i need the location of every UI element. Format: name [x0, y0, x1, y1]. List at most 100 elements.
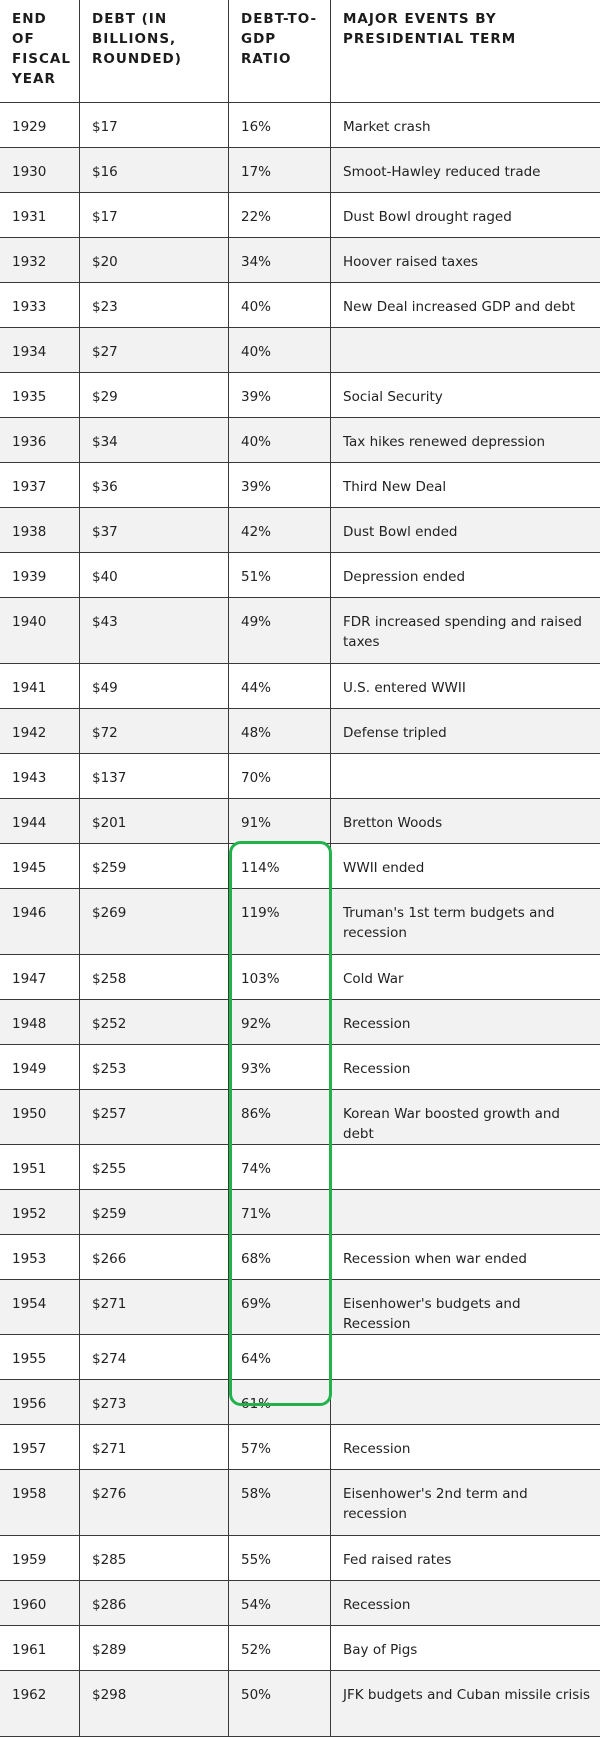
- cell-debt: $137: [80, 754, 229, 799]
- cell-debt: $37: [80, 508, 229, 553]
- header-ratio: DEBT-TO-GDP RATIO: [229, 0, 331, 103]
- cell-ratio: 68%: [229, 1235, 331, 1280]
- cell-event: Korean War boosted growth and debt: [331, 1090, 600, 1145]
- cell-ratio: 16%: [229, 103, 331, 148]
- cell-event: Social Security: [331, 373, 600, 418]
- cell-debt: $266: [80, 1235, 229, 1280]
- cell-ratio: 64%: [229, 1335, 331, 1380]
- cell-debt: $298: [80, 1671, 229, 1737]
- cell-year: 1935: [0, 373, 80, 418]
- cell-ratio: 22%: [229, 193, 331, 238]
- cell-year: 1957: [0, 1425, 80, 1470]
- cell-year: 1954: [0, 1280, 80, 1335]
- cell-event: Third New Deal: [331, 463, 600, 508]
- cell-year: 1944: [0, 799, 80, 844]
- cell-ratio: 48%: [229, 709, 331, 754]
- cell-ratio: 52%: [229, 1626, 331, 1671]
- cell-debt: $269: [80, 889, 229, 955]
- cell-event: Bay of Pigs: [331, 1626, 600, 1671]
- cell-debt: $255: [80, 1145, 229, 1190]
- cell-debt: $40: [80, 553, 229, 598]
- cell-event: Tax hikes renewed depression: [331, 418, 600, 463]
- cell-debt: $257: [80, 1090, 229, 1145]
- cell-year: 1940: [0, 598, 80, 664]
- header-row: END OF FISCAL YEAR DEBT (IN BILLIONS, RO…: [0, 0, 600, 103]
- cell-event: Eisenhower's 2nd term and recession: [331, 1470, 600, 1536]
- cell-ratio: 44%: [229, 664, 331, 709]
- cell-debt: $49: [80, 664, 229, 709]
- cell-event: Recession: [331, 1000, 600, 1045]
- cell-event: Bretton Woods: [331, 799, 600, 844]
- cell-ratio: 40%: [229, 328, 331, 373]
- cell-year: 1946: [0, 889, 80, 955]
- cell-event: U.S. entered WWII: [331, 664, 600, 709]
- cell-year: 1952: [0, 1190, 80, 1235]
- cell-year: 1937: [0, 463, 80, 508]
- cell-year: 1942: [0, 709, 80, 754]
- cell-debt: $201: [80, 799, 229, 844]
- cell-event: JFK budgets and Cuban missile crisis: [331, 1671, 600, 1737]
- cell-event: [331, 328, 600, 373]
- cell-year: 1939: [0, 553, 80, 598]
- cell-event: [331, 1145, 600, 1190]
- cell-ratio: 42%: [229, 508, 331, 553]
- cell-debt: $20: [80, 238, 229, 283]
- cell-debt: $43: [80, 598, 229, 664]
- cell-event: Smoot-Hawley reduced trade: [331, 148, 600, 193]
- cell-ratio: 49%: [229, 598, 331, 664]
- cell-year: 1943: [0, 754, 80, 799]
- cell-ratio: 61%: [229, 1380, 331, 1425]
- cell-year: 1934: [0, 328, 80, 373]
- cell-year: 1950: [0, 1090, 80, 1145]
- cell-ratio: 114%: [229, 844, 331, 889]
- cell-year: 1936: [0, 418, 80, 463]
- cell-year: 1938: [0, 508, 80, 553]
- cell-debt: $36: [80, 463, 229, 508]
- cell-ratio: 40%: [229, 283, 331, 328]
- cell-debt: $286: [80, 1581, 229, 1626]
- cell-debt: $285: [80, 1536, 229, 1581]
- cell-ratio: 86%: [229, 1090, 331, 1145]
- cell-ratio: 40%: [229, 418, 331, 463]
- cell-ratio: 119%: [229, 889, 331, 955]
- cell-year: 1929: [0, 103, 80, 148]
- cell-ratio: 57%: [229, 1425, 331, 1470]
- cell-event: Market crash: [331, 103, 600, 148]
- header-year: END OF FISCAL YEAR: [0, 0, 80, 103]
- header-debt: DEBT (IN BILLIONS, ROUNDED): [80, 0, 229, 103]
- cell-event: Recession: [331, 1581, 600, 1626]
- cell-ratio: 58%: [229, 1470, 331, 1536]
- cell-year: 1949: [0, 1045, 80, 1090]
- cell-ratio: 17%: [229, 148, 331, 193]
- cell-debt: $271: [80, 1280, 229, 1335]
- cell-debt: $259: [80, 1190, 229, 1235]
- cell-event: WWII ended: [331, 844, 600, 889]
- cell-event: Hoover raised taxes: [331, 238, 600, 283]
- cell-ratio: 103%: [229, 955, 331, 1000]
- cell-debt: $259: [80, 844, 229, 889]
- cell-debt: $72: [80, 709, 229, 754]
- cell-event: Truman's 1st term budgets and recession: [331, 889, 600, 955]
- cell-event: Recession: [331, 1045, 600, 1090]
- cell-debt: $16: [80, 148, 229, 193]
- cell-event: Recession: [331, 1425, 600, 1470]
